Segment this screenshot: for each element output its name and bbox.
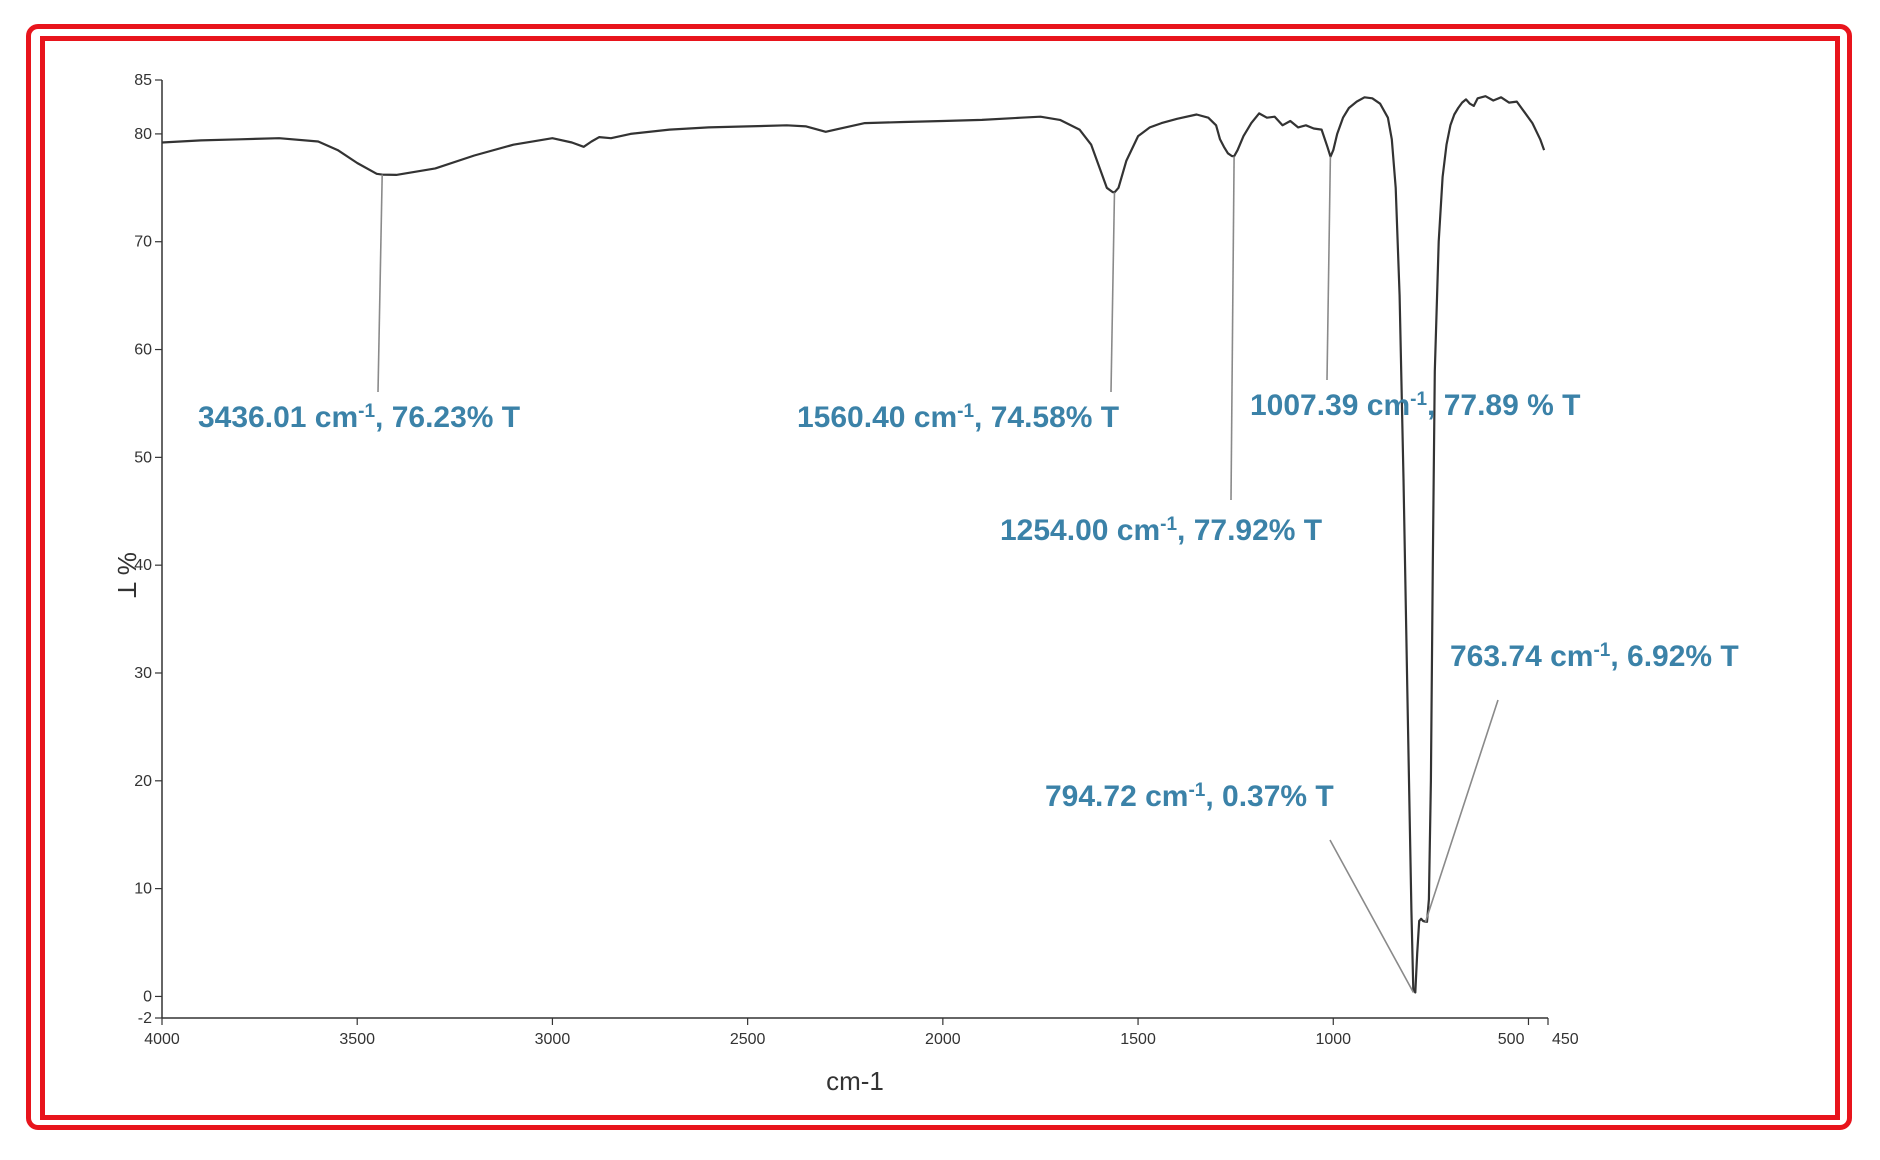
peak-transmittance: , 74.58% T [974,401,1119,434]
inner-frame [40,36,1840,1120]
x-tick-label: 450 [1552,1031,1579,1048]
annotation-leader [377,174,383,393]
x-tick-label: 1000 [1315,1031,1351,1048]
y-tick-label: 20 [134,773,152,790]
y-tick-label: 30 [134,665,152,682]
peak-transmittance: , 0.37% T [1205,780,1333,813]
peak-transmittance: , 77.89 % T [1427,389,1580,422]
y-tick-label: 85 [134,72,152,89]
annotation-leaders [377,156,1499,993]
peak-annotation: 794.72 cm-1, 0.37% T [1045,780,1334,814]
y-tick-label: 80 [134,126,152,143]
unit-exponent: -1 [1593,640,1610,661]
y-tick-label: 0 [143,988,152,1005]
unit-exponent: -1 [957,401,974,422]
spectrum-line [161,95,1546,994]
x-tick-label: 2500 [730,1031,766,1048]
y-tick-label: 40 [134,557,152,574]
y-tick-label: -2 [138,1010,152,1027]
annotation-leader [1326,156,1332,381]
outer-frame [26,24,1852,1130]
peak-annotation: 1007.39 cm-1, 77.89 % T [1250,389,1580,423]
unit-exponent: -1 [1410,389,1427,410]
peak-wavenumber: 3436.01 cm [198,401,358,434]
peak-wavenumber: 1007.39 cm [1250,389,1410,422]
peak-wavenumber: 1560.40 cm [797,401,957,434]
peak-wavenumber: 763.74 cm [1450,640,1593,673]
annotation-leader [1230,156,1235,501]
annotation-leader [1110,192,1116,393]
chart-axes [161,80,1548,1019]
x-tick-label: 500 [1498,1031,1525,1048]
x-tick-label: 4000 [144,1031,180,1048]
unit-exponent: -1 [1188,780,1205,801]
unit-exponent: -1 [358,401,375,422]
unit-exponent: -1 [1160,514,1177,535]
x-tick-label: 3000 [535,1031,571,1048]
peak-transmittance: , 77.92% T [1177,514,1322,547]
series-layer [161,95,1546,994]
peak-annotation: 1254.00 cm-1, 77.92% T [1000,514,1322,548]
peak-annotation: 3436.01 cm-1, 76.23% T [198,401,520,435]
y-tick-label: 60 [134,342,152,359]
y-tick-label: 70 [134,234,152,251]
x-tick-label: 2000 [925,1031,961,1048]
annotation-leader [1329,839,1415,993]
x-axis-title: cm-1 [826,1066,884,1096]
peak-wavenumber: 1254.00 cm [1000,514,1160,547]
peak-annotation: 763.74 cm-1, 6.92% T [1450,640,1739,674]
y-axis-title: % T [112,552,142,598]
x-tick-label: 1500 [1120,1031,1156,1048]
peak-wavenumber: 794.72 cm [1045,780,1188,813]
y-tick-label: 50 [134,449,152,466]
annotation-labels: 3436.01 cm-1, 76.23% T 1560.40 cm-1, 74.5… [198,389,1739,814]
peak-transmittance: , 6.92% T [1610,640,1738,673]
x-tick-label: 3500 [339,1031,375,1048]
y-ticks: -2 0 10 20 30 40 50 60 70 80 85 [134,72,162,1027]
annotation-leader [1424,699,1499,923]
peak-annotation: 1560.40 cm-1, 74.58% T [797,401,1119,435]
peak-transmittance: , 76.23% T [375,401,520,434]
x-ticks: 4000 3500 3000 2500 2000 1500 1000 500 450 [144,1018,1579,1048]
y-tick-label: 10 [134,881,152,898]
